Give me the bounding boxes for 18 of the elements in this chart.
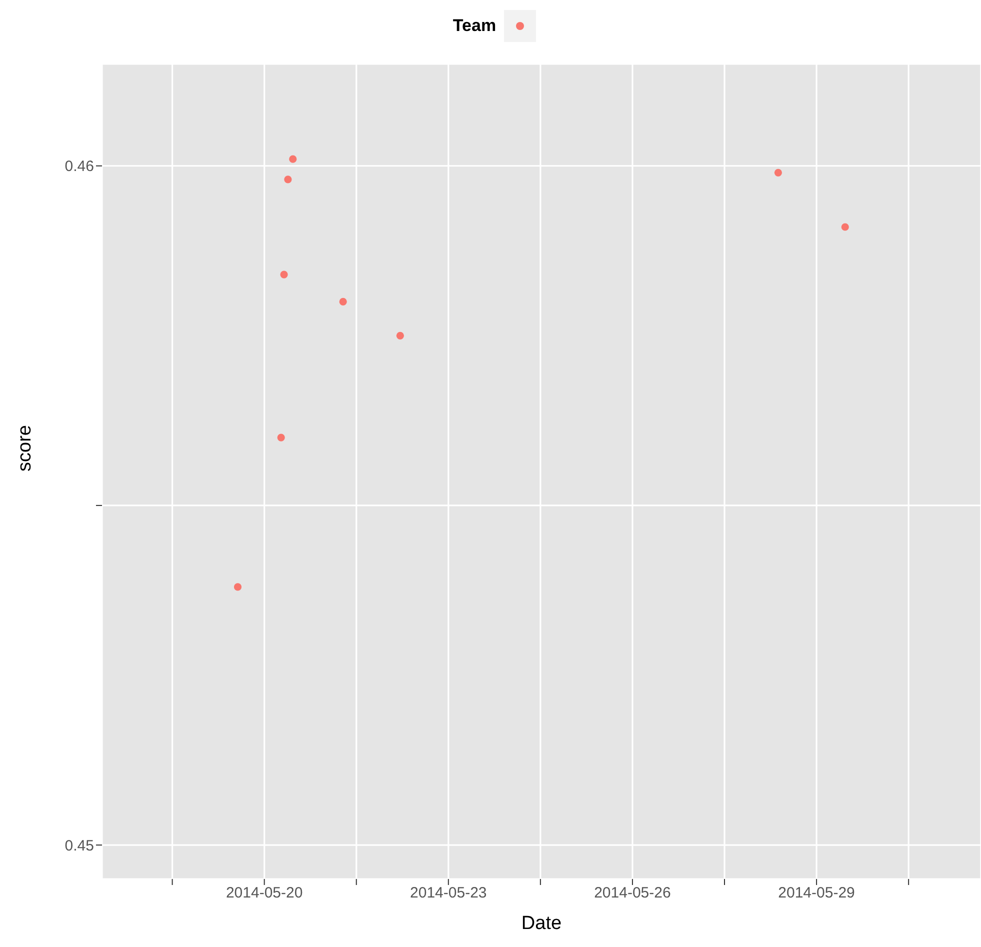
- point: [234, 583, 242, 591]
- y-tick-label: 0.45: [64, 837, 94, 854]
- point: [280, 270, 288, 278]
- y-tick-label: 0.46: [64, 158, 94, 176]
- x-axis-title: Date: [521, 913, 562, 934]
- x-tick-label: 2014-05-26: [594, 884, 671, 902]
- point: [774, 168, 782, 176]
- y-axis-title: score: [14, 425, 36, 472]
- x-tick-label: 2014-05-20: [226, 884, 303, 902]
- point: [841, 223, 849, 231]
- point: [284, 176, 292, 184]
- point: [289, 155, 297, 163]
- x-tick-label: 2014-05-29: [778, 884, 855, 902]
- x-tick-label: 2014-05-23: [410, 884, 487, 902]
- legend-title: Team: [452, 16, 496, 36]
- point: [277, 434, 285, 442]
- point: [339, 298, 347, 306]
- point: [396, 332, 404, 340]
